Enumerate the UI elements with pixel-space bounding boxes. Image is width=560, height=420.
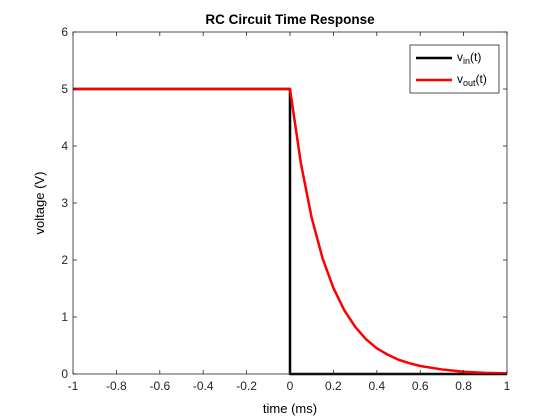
- x-tick-label: -0.2: [236, 379, 257, 393]
- legend: vin(t) vout(t): [409, 44, 500, 94]
- y-tick-label: 3: [61, 196, 68, 210]
- series-line-vout: [73, 87, 508, 375]
- x-tick-label: 0.2: [325, 379, 342, 393]
- x-tick-label: 0: [287, 379, 294, 393]
- x-tick-label: 1: [504, 379, 511, 393]
- y-tick-label: 1: [61, 310, 68, 324]
- x-tick-label: -1: [68, 379, 79, 393]
- x-tick-label: 0.6: [412, 379, 429, 393]
- legend-label-vin: vin(t): [457, 50, 481, 66]
- x-tick-label: 0.4: [368, 379, 385, 393]
- x-tick-label: 0.8: [455, 379, 472, 393]
- y-axis-title: voltage (V): [32, 172, 47, 235]
- x-tick-label: -0.4: [193, 379, 214, 393]
- x-tick-label: -0.8: [106, 379, 127, 393]
- y-tick-label: 4: [61, 139, 68, 153]
- ticks-layer: -1 -0.8 -0.6 -0.4 -0.2 0 0.2 0.4 0.6 0.8 1 0 1 2 3 4 5 6: [61, 25, 510, 393]
- legend-label-vout: vout(t): [457, 72, 487, 88]
- x-tick-label: -0.6: [149, 379, 170, 393]
- y-tick-label: 0: [61, 367, 68, 381]
- y-tick-label: 5: [61, 82, 68, 96]
- x-axis-title: time (ms): [263, 401, 317, 416]
- legend-box: [409, 44, 500, 94]
- y-tick-label: 2: [61, 253, 68, 267]
- y-tick-label: 6: [61, 25, 68, 39]
- chart-title: RC Circuit Time Response: [205, 12, 375, 27]
